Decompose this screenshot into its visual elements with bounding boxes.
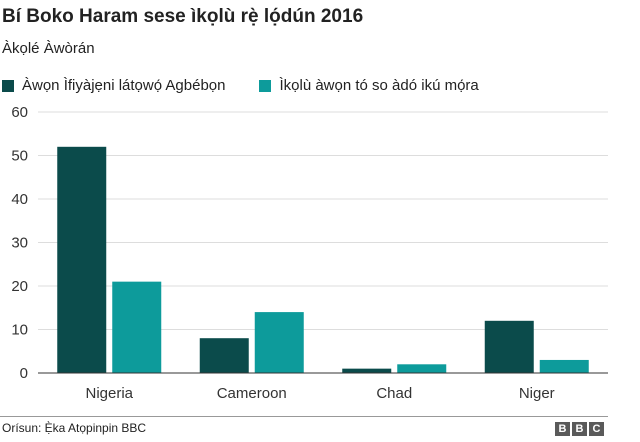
bar — [342, 368, 392, 373]
legend-swatch — [259, 79, 272, 92]
y-tick-label: 10 — [11, 322, 28, 339]
x-tick-label: Niger — [519, 385, 555, 402]
source-note: Orísun: Ẹ̀ka Atọpinpin BBC — [2, 421, 147, 435]
chart-subtitle: Àkọlé Àwòrán — [2, 40, 95, 57]
chart-legend: Àwọn Ìfiyàjẹni látọwọ́ Agbébọn Ìkọlù àwọ… — [2, 77, 513, 94]
bbc-logo-letter: B — [572, 422, 587, 436]
footer-divider — [0, 416, 608, 417]
y-tick-label: 20 — [11, 278, 28, 295]
x-tick-label: Nigeria — [85, 385, 133, 402]
legend-item-series-2: Ìkọlù àwọn tó so àdó ikú mọ́ra — [259, 77, 479, 94]
y-tick-label: 0 — [20, 365, 28, 382]
bar — [199, 338, 249, 373]
y-tick-label: 40 — [11, 191, 28, 208]
x-tick-label: Chad — [376, 385, 412, 402]
bar — [57, 146, 107, 373]
legend-item-series-1: Àwọn Ìfiyàjẹni látọwọ́ Agbébọn — [2, 77, 225, 94]
y-tick-label: 30 — [11, 235, 28, 252]
bar — [112, 281, 162, 373]
bbc-logo-letter: B — [555, 422, 570, 436]
y-tick-label: 50 — [11, 148, 28, 165]
legend-swatch — [2, 79, 14, 92]
chart-title: Bí Boko Haram sese ìkọlù rẹ̀ lọ́dún 2016 — [2, 6, 364, 27]
legend-label: Àwọn Ìfiyàjẹni látọwọ́ Agbébọn — [22, 77, 226, 94]
bar — [484, 320, 534, 373]
bbc-logo: B B C — [555, 422, 604, 436]
bar — [539, 359, 589, 373]
bar — [254, 312, 304, 373]
legend-label: Ìkọlù àwọn tó so àdó ikú mọ́ra — [279, 77, 479, 94]
x-tick-label: Cameroon — [217, 385, 287, 402]
y-tick-label: 60 — [11, 104, 28, 121]
bar — [397, 364, 447, 373]
bbc-logo-letter: C — [589, 422, 604, 436]
